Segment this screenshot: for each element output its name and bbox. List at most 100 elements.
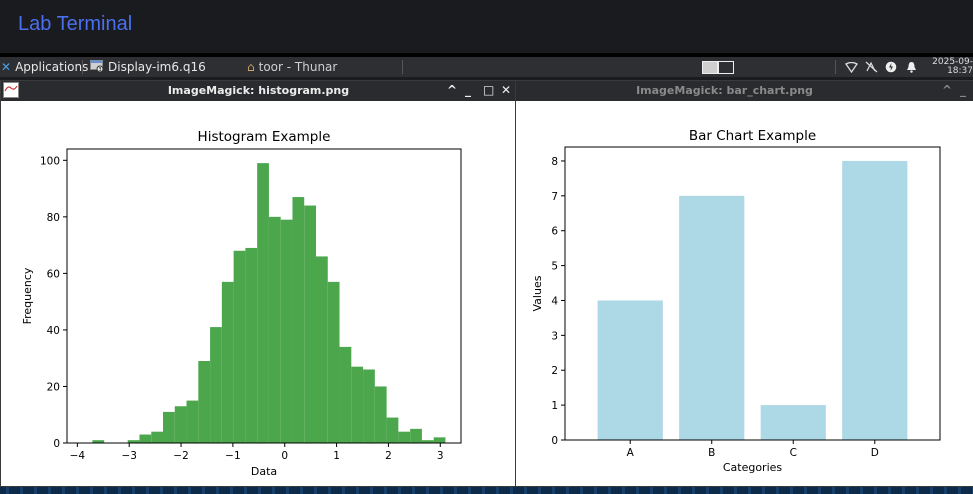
histogram-bar — [292, 197, 305, 443]
taskbar-separator — [82, 60, 83, 74]
bar-chart-window[interactable]: ImageMagick: bar_chart.png ^ _ Bar Chart… — [515, 80, 973, 487]
plot-frame — [564, 146, 941, 441]
histogram-bar — [92, 440, 105, 443]
histogram-bar — [410, 428, 422, 443]
network-icon[interactable] — [845, 57, 858, 77]
histogram-bar — [304, 205, 316, 443]
x-tick-label: 3 — [437, 450, 444, 462]
taskbar-app-thunar[interactable]: ⌂ toor - Thunar — [247, 57, 337, 77]
bar-chart: Bar Chart Example A B C D 0 1 2 3 4 5 6 7 8 Categories… — [531, 128, 941, 474]
y-tick-label: 3 — [551, 330, 558, 342]
mute-notifications-icon[interactable] — [865, 57, 878, 77]
taskbar: ✕ Applications 3 Display-im6.q16 ⌂ toor … — [0, 57, 973, 77]
minimize-button[interactable]: _ — [465, 83, 471, 97]
y-tick-label: 8 — [551, 156, 558, 168]
histogram-bar — [163, 411, 175, 443]
histogram-bar — [174, 406, 187, 443]
x-axis-label: Data — [251, 465, 277, 478]
histogram-bar — [363, 369, 375, 443]
histogram-bar — [280, 219, 293, 443]
histogram-bar — [386, 417, 399, 443]
plot-frame — [66, 148, 462, 444]
clock[interactable]: 2025-09- 18:37 — [931, 58, 973, 76]
histogram-bar — [139, 434, 152, 443]
lab-title: Lab Terminal — [18, 13, 133, 35]
y-tick-label: 5 — [551, 261, 558, 273]
taskbar-separator — [835, 60, 836, 74]
notification-bell-icon[interactable] — [906, 57, 917, 77]
bar-chart-window-title: ImageMagick: bar_chart.png — [636, 84, 813, 97]
x-tick-label: C — [790, 447, 797, 459]
taskbar-separator — [402, 60, 403, 74]
imagemagick-app-icon[interactable] — [3, 82, 19, 101]
histogram-bar — [398, 431, 411, 443]
shade-button[interactable]: ^ — [942, 83, 953, 97]
histogram-bar — [151, 431, 164, 443]
histogram-bar — [257, 163, 269, 443]
applications-label: Applications — [15, 60, 89, 74]
histogram-window-title: ImageMagick: histogram.png — [167, 84, 350, 97]
histogram-bar — [433, 437, 446, 443]
y-tick-label: 2 — [551, 365, 558, 377]
histogram-bar — [198, 361, 211, 443]
taskbar-app-thunar-label: toor - Thunar — [258, 60, 338, 74]
bar-b — [679, 195, 745, 440]
histogram-bar — [339, 346, 352, 443]
header-divider — [0, 53, 973, 57]
power-icon[interactable] — [885, 57, 897, 77]
y-axis-label: Frequency — [21, 267, 34, 324]
maximize-button[interactable]: □ — [483, 83, 495, 97]
clock-time: 18:37 — [947, 66, 973, 76]
histogram-bar — [233, 250, 246, 443]
histogram-bar — [127, 440, 140, 443]
svg-text:3: 3 — [98, 67, 101, 72]
histogram-bar — [221, 281, 234, 443]
shade-button[interactable]: ^ — [447, 83, 458, 97]
workspace-switcher[interactable] — [702, 57, 734, 77]
y-tick-label: 0 — [53, 438, 60, 450]
xfce-logo-icon: ✕ — [1, 60, 12, 74]
histogram-bar — [268, 216, 281, 443]
bar-d — [842, 160, 908, 440]
x-tick-label: D — [871, 447, 879, 459]
histogram-bar — [245, 247, 258, 443]
y-tick-label: 40 — [47, 325, 60, 337]
chart-title: Bar Chart Example — [689, 128, 816, 144]
x-axis-label: Categories — [723, 461, 783, 474]
workspace-pager-icon — [702, 60, 734, 74]
bar-c — [760, 405, 826, 440]
applications-menu[interactable]: ✕ Applications — [1, 57, 88, 77]
x-tick-label: B — [708, 447, 715, 459]
y-tick-label: 7 — [551, 191, 558, 203]
histogram-bar — [186, 400, 199, 443]
bar-chart-window-titlebar[interactable]: ImageMagick: bar_chart.png ^ _ — [516, 81, 973, 101]
y-tick-label: 1 — [551, 400, 558, 412]
x-tick-label: 0 — [281, 450, 288, 462]
taskbar-app-display[interactable]: 3 Display-im6.q16 — [90, 57, 206, 77]
bar-a — [597, 300, 663, 440]
display-window-icon: 3 — [90, 59, 104, 75]
minimize-button[interactable]: _ — [960, 83, 966, 97]
home-folder-icon: ⌂ — [247, 60, 255, 74]
y-tick-label: 0 — [551, 435, 558, 447]
y-tick-label: 20 — [47, 381, 60, 393]
x-tick-label: −3 — [121, 450, 136, 462]
close-button[interactable]: ✕ — [501, 83, 512, 97]
y-axis-label: Values — [531, 275, 544, 311]
x-tick-label: A — [627, 447, 635, 459]
x-tick-label: −4 — [70, 450, 86, 462]
histogram-bar — [351, 366, 364, 443]
histogram-bar — [210, 327, 222, 443]
histogram-chart: Histogram Example −4 −3 −2 −1 0 1 2 3 0 20 40 60 80 10… — [21, 129, 462, 478]
y-tick-label: 4 — [551, 295, 558, 307]
x-tick-label: 2 — [385, 450, 392, 462]
histogram-bar — [327, 281, 340, 443]
bar-chart-image-canvas: Bar Chart Example A B C D 0 1 2 3 4 5 6 7 8 Categories… — [516, 101, 973, 486]
histogram-image-canvas: Histogram Example −4 −3 −2 −1 0 1 2 3 0 20 40 60 80 10… — [1, 101, 516, 486]
x-tick-label: 1 — [333, 450, 340, 462]
histogram-window[interactable]: ImageMagick: histogram.png ^ _ □ ✕ Histo… — [0, 80, 517, 487]
histogram-window-titlebar[interactable]: ImageMagick: histogram.png ^ _ □ ✕ — [1, 81, 516, 101]
clock-date: 2025-09- — [932, 57, 973, 67]
x-tick-label: −2 — [173, 450, 188, 462]
y-tick-label: 100 — [40, 155, 60, 167]
